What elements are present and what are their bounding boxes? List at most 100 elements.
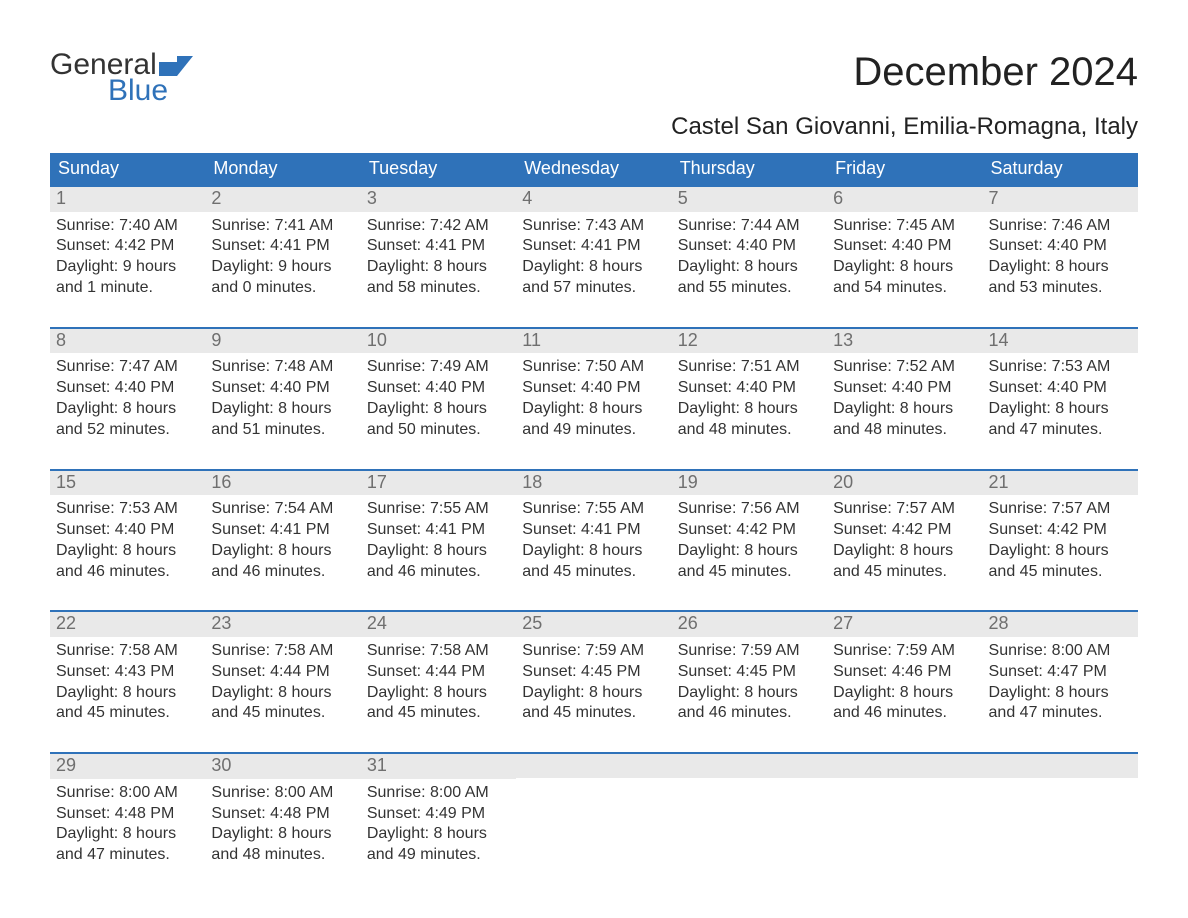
day-cell: 17Sunrise: 7:55 AMSunset: 4:41 PMDayligh… (361, 471, 516, 583)
daylight-text: and 45 minutes. (211, 703, 354, 724)
day-cell: 14Sunrise: 7:53 AMSunset: 4:40 PMDayligh… (983, 329, 1138, 441)
day-body: Sunrise: 7:47 AMSunset: 4:40 PMDaylight:… (50, 353, 205, 440)
weekday-header: Monday (205, 153, 360, 185)
daylight-text: and 45 minutes. (367, 703, 510, 724)
daylight-text: Daylight: 8 hours (678, 541, 821, 562)
daylight-text: Daylight: 8 hours (989, 683, 1132, 704)
day-cell: 31Sunrise: 8:00 AMSunset: 4:49 PMDayligh… (361, 754, 516, 866)
day-cell: 4Sunrise: 7:43 AMSunset: 4:41 PMDaylight… (516, 187, 671, 299)
weekday-header: Wednesday (516, 153, 671, 185)
sunset-text: Sunset: 4:48 PM (56, 804, 199, 825)
day-body: Sunrise: 7:48 AMSunset: 4:40 PMDaylight:… (205, 353, 360, 440)
day-number: 24 (361, 612, 516, 637)
daylight-text: Daylight: 8 hours (211, 824, 354, 845)
day-body: Sunrise: 7:44 AMSunset: 4:40 PMDaylight:… (672, 212, 827, 299)
daylight-text: and 45 minutes. (522, 562, 665, 583)
daylight-text: and 46 minutes. (678, 703, 821, 724)
sunrise-text: Sunrise: 7:51 AM (678, 357, 821, 378)
sunset-text: Sunset: 4:41 PM (367, 236, 510, 257)
day-cell: 6Sunrise: 7:45 AMSunset: 4:40 PMDaylight… (827, 187, 982, 299)
day-cell: 8Sunrise: 7:47 AMSunset: 4:40 PMDaylight… (50, 329, 205, 441)
sunset-text: Sunset: 4:48 PM (211, 804, 354, 825)
sunset-text: Sunset: 4:40 PM (989, 378, 1132, 399)
sunset-text: Sunset: 4:43 PM (56, 662, 199, 683)
daylight-text: and 47 minutes. (56, 845, 199, 866)
calendar: Sunday Monday Tuesday Wednesday Thursday… (50, 153, 1138, 866)
daylight-text: and 46 minutes. (211, 562, 354, 583)
day-body: Sunrise: 7:57 AMSunset: 4:42 PMDaylight:… (983, 495, 1138, 582)
day-cell: 28Sunrise: 8:00 AMSunset: 4:47 PMDayligh… (983, 612, 1138, 724)
week-row: 1Sunrise: 7:40 AMSunset: 4:42 PMDaylight… (50, 185, 1138, 299)
daylight-text: Daylight: 8 hours (833, 399, 976, 420)
daylight-text: and 46 minutes. (56, 562, 199, 583)
day-body: Sunrise: 7:40 AMSunset: 4:42 PMDaylight:… (50, 212, 205, 299)
sunrise-text: Sunrise: 7:52 AM (833, 357, 976, 378)
day-cell: 19Sunrise: 7:56 AMSunset: 4:42 PMDayligh… (672, 471, 827, 583)
day-cell: 29Sunrise: 8:00 AMSunset: 4:48 PMDayligh… (50, 754, 205, 866)
weekday-header-row: Sunday Monday Tuesday Wednesday Thursday… (50, 153, 1138, 185)
day-number: 30 (205, 754, 360, 779)
daylight-text: Daylight: 8 hours (56, 541, 199, 562)
day-cell (827, 754, 982, 866)
daylight-text: Daylight: 8 hours (833, 683, 976, 704)
page: General Blue December 2024 Castel San Gi… (0, 0, 1188, 866)
sunrise-text: Sunrise: 7:48 AM (211, 357, 354, 378)
day-number: 12 (672, 329, 827, 354)
sunset-text: Sunset: 4:40 PM (367, 378, 510, 399)
title-block: December 2024 Castel San Giovanni, Emili… (671, 50, 1138, 141)
daylight-text: Daylight: 8 hours (678, 257, 821, 278)
day-number: 16 (205, 471, 360, 496)
daylight-text: Daylight: 8 hours (367, 824, 510, 845)
weekday-header: Sunday (50, 153, 205, 185)
weekday-header: Thursday (672, 153, 827, 185)
sunset-text: Sunset: 4:44 PM (367, 662, 510, 683)
day-number: 15 (50, 471, 205, 496)
day-body: Sunrise: 8:00 AMSunset: 4:48 PMDaylight:… (50, 779, 205, 866)
sunset-text: Sunset: 4:41 PM (522, 520, 665, 541)
daylight-text: and 47 minutes. (989, 703, 1132, 724)
daylight-text: and 49 minutes. (522, 420, 665, 441)
daylight-text: and 45 minutes. (56, 703, 199, 724)
daylight-text: and 45 minutes. (989, 562, 1132, 583)
daylight-text: Daylight: 8 hours (522, 399, 665, 420)
sunrise-text: Sunrise: 8:00 AM (211, 783, 354, 804)
day-body: Sunrise: 7:53 AMSunset: 4:40 PMDaylight:… (983, 353, 1138, 440)
day-cell: 24Sunrise: 7:58 AMSunset: 4:44 PMDayligh… (361, 612, 516, 724)
daylight-text: and 0 minutes. (211, 278, 354, 299)
daylight-text: and 1 minute. (56, 278, 199, 299)
sunset-text: Sunset: 4:45 PM (522, 662, 665, 683)
day-number: 5 (672, 187, 827, 212)
daylight-text: and 46 minutes. (833, 703, 976, 724)
sunset-text: Sunset: 4:40 PM (678, 236, 821, 257)
day-number: 22 (50, 612, 205, 637)
daylight-text: and 47 minutes. (989, 420, 1132, 441)
day-number: 29 (50, 754, 205, 779)
sunrise-text: Sunrise: 7:57 AM (989, 499, 1132, 520)
day-body: Sunrise: 7:58 AMSunset: 4:44 PMDaylight:… (205, 637, 360, 724)
daylight-text: and 48 minutes. (833, 420, 976, 441)
day-number: 6 (827, 187, 982, 212)
day-number: 31 (361, 754, 516, 779)
daylight-text: Daylight: 8 hours (211, 683, 354, 704)
sunset-text: Sunset: 4:40 PM (833, 378, 976, 399)
daylight-text: Daylight: 8 hours (211, 541, 354, 562)
sunset-text: Sunset: 4:40 PM (522, 378, 665, 399)
daylight-text: Daylight: 8 hours (833, 257, 976, 278)
day-cell: 13Sunrise: 7:52 AMSunset: 4:40 PMDayligh… (827, 329, 982, 441)
sunrise-text: Sunrise: 7:58 AM (211, 641, 354, 662)
day-number: 11 (516, 329, 671, 354)
week-row: 8Sunrise: 7:47 AMSunset: 4:40 PMDaylight… (50, 327, 1138, 441)
week-row: 15Sunrise: 7:53 AMSunset: 4:40 PMDayligh… (50, 469, 1138, 583)
day-cell: 15Sunrise: 7:53 AMSunset: 4:40 PMDayligh… (50, 471, 205, 583)
day-cell: 26Sunrise: 7:59 AMSunset: 4:45 PMDayligh… (672, 612, 827, 724)
day-body: Sunrise: 7:56 AMSunset: 4:42 PMDaylight:… (672, 495, 827, 582)
sunrise-text: Sunrise: 8:00 AM (367, 783, 510, 804)
day-cell: 1Sunrise: 7:40 AMSunset: 4:42 PMDaylight… (50, 187, 205, 299)
day-number: 9 (205, 329, 360, 354)
sunrise-text: Sunrise: 7:59 AM (678, 641, 821, 662)
day-number: 2 (205, 187, 360, 212)
day-number: 1 (50, 187, 205, 212)
day-number: 27 (827, 612, 982, 637)
daylight-text: Daylight: 8 hours (522, 683, 665, 704)
sunset-text: Sunset: 4:40 PM (56, 378, 199, 399)
